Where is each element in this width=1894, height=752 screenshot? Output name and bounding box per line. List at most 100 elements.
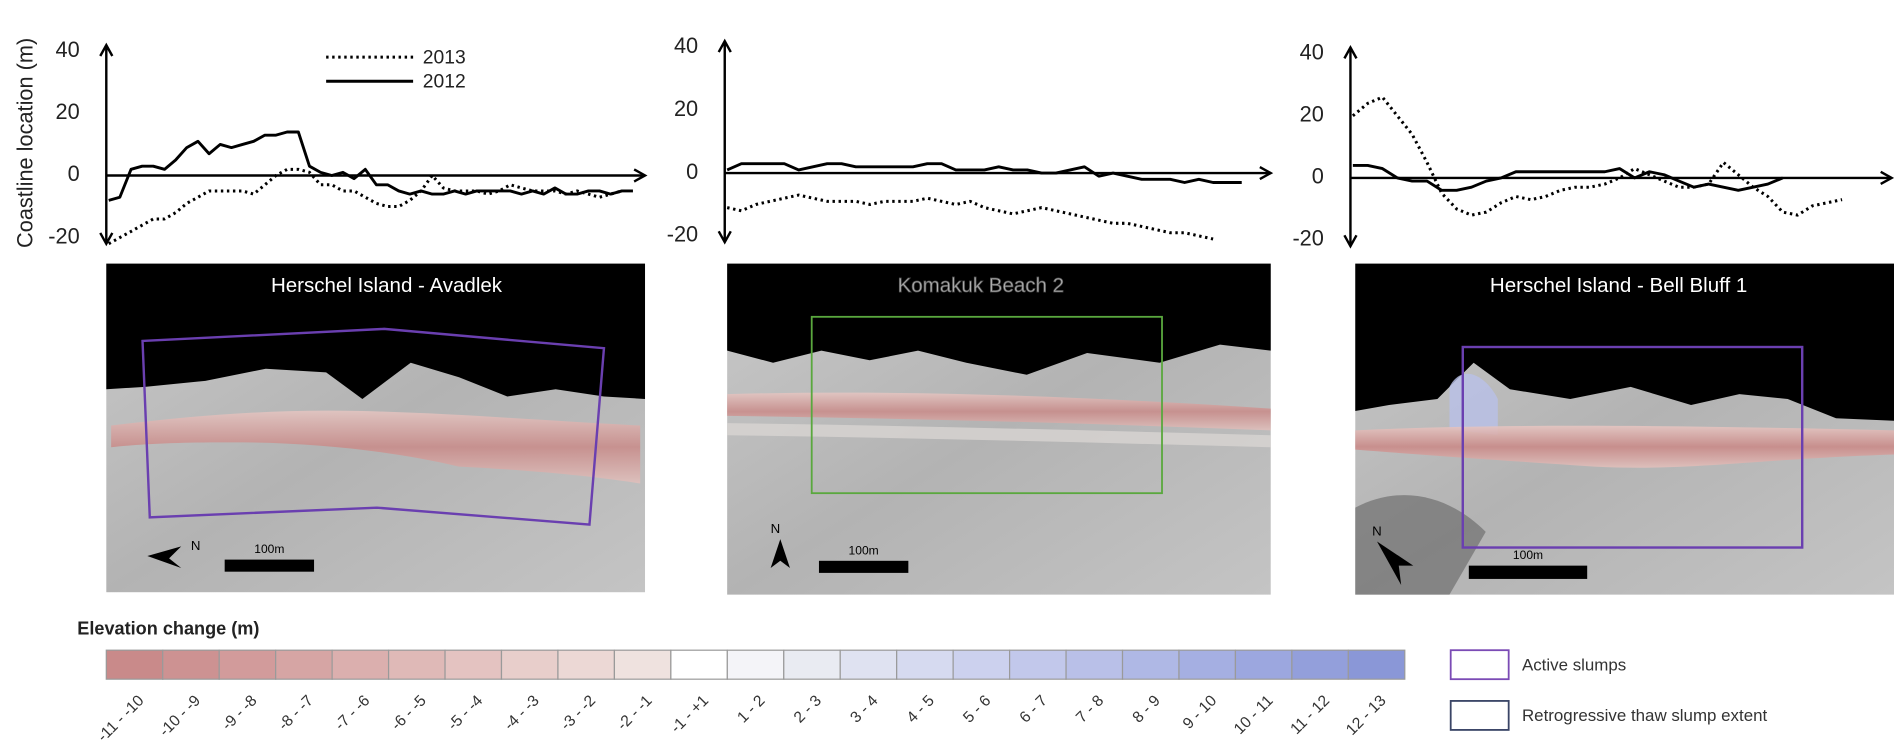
color-class (1291, 649, 1349, 680)
series-line (726, 193, 1214, 241)
color-class (387, 649, 446, 680)
color-class (1347, 649, 1406, 680)
slump-outline (810, 315, 1163, 495)
color-class (839, 649, 898, 680)
outline-swatch (1449, 649, 1510, 681)
y-tick-label: 20 (674, 96, 698, 121)
axis-arrow (1880, 170, 1894, 185)
y-tick-label: -20 (667, 222, 698, 247)
color-class-label: 6 - 7 (1017, 692, 1051, 726)
legend-label: 2012 (423, 72, 466, 93)
color-class (218, 649, 277, 680)
series-line (108, 130, 633, 202)
map-shadow (1355, 495, 1486, 595)
axis-arrow (717, 38, 732, 53)
north-arrow (1377, 541, 1414, 585)
color-class-label: -3 - -2 (558, 692, 600, 734)
series-line (1351, 95, 1843, 217)
y-tick-label: -20 (48, 223, 79, 248)
color-class-label: 2 - 3 (791, 692, 825, 726)
color-class (331, 649, 390, 680)
color-class (670, 649, 728, 680)
color-class (896, 649, 954, 680)
map-change-strip (111, 410, 641, 484)
color-class-label: 10 - 11 (1231, 692, 1277, 738)
outline-swatch (1449, 700, 1510, 731)
color-class (444, 649, 503, 680)
scale-bar (1468, 565, 1588, 579)
color-class (613, 649, 672, 680)
map-title: Komakuk Beach 2 (898, 274, 1064, 297)
slump-outline (141, 327, 606, 526)
color-class (726, 649, 785, 680)
color-class-label: -7 - -6 (332, 692, 374, 734)
axis-arrow (1259, 165, 1274, 181)
y-tick-label: 40 (56, 37, 80, 62)
color-class-label: -10 - -9 (156, 692, 204, 740)
scale-bar (818, 560, 909, 573)
y-axis-label: Coastline location (m) (12, 38, 37, 248)
color-class-label: -8 - -7 (275, 692, 317, 734)
north-label: N (1372, 523, 1382, 538)
color-class-label: 3 - 4 (847, 692, 881, 726)
color-class (105, 649, 164, 680)
y-tick-label: 40 (674, 33, 698, 58)
axis-arrow (717, 230, 732, 245)
color-class (500, 649, 559, 680)
color-class-label: -6 - -5 (388, 692, 430, 734)
series-line (726, 162, 1242, 184)
color-class-label: -2 - -1 (614, 692, 656, 734)
color-class-label: -11 - -10 (94, 692, 147, 745)
map-sea (727, 263, 1271, 375)
y-tick-label: -20 (1292, 226, 1323, 251)
color-class (1121, 649, 1180, 680)
color-class-label: 1 - 2 (734, 692, 768, 726)
axis-arrow (99, 232, 114, 247)
map-panel: Herschel Island - Bell Bluff 1 100m N (1355, 263, 1894, 595)
color-class (162, 649, 220, 680)
outline-label: Retrogressive thaw slump extent (1522, 706, 1768, 725)
y-tick-label: 0 (1312, 164, 1324, 189)
axis-arrow (1343, 234, 1358, 249)
scale-bar (224, 559, 315, 572)
legend-title: Elevation change (m) (77, 618, 259, 638)
slump-outline (1461, 345, 1804, 549)
north-arrow (147, 546, 182, 569)
map-sea (1355, 263, 1894, 421)
color-class-label: 9 - 10 (1180, 692, 1221, 733)
north-label: N (191, 538, 201, 553)
map-title: Herschel Island - Avadlek (271, 274, 503, 297)
map-title: Herschel Island - Bell Bluff 1 (1490, 274, 1747, 297)
map-sea (106, 263, 646, 399)
color-class-label: 8 - 9 (1130, 692, 1164, 726)
color-class-label: 7 - 8 (1073, 692, 1107, 726)
y-tick-label: 20 (1300, 102, 1324, 127)
color-class (1008, 649, 1067, 680)
axis-arrow (99, 42, 114, 57)
color-class-label: 11 - 12 (1287, 692, 1333, 738)
color-class (557, 649, 616, 680)
color-class-label: 4 - 5 (904, 692, 938, 726)
y-tick-label: 20 (56, 99, 80, 124)
legend-label: 2013 (423, 47, 466, 68)
map-beach (727, 423, 1271, 448)
color-class-label: -1 - +1 (668, 692, 712, 736)
axis-arrow (633, 168, 648, 183)
color-class (952, 649, 1011, 680)
map-change-strip (1355, 425, 1894, 468)
scale-label: 100m (1513, 548, 1543, 562)
scale-label: 100m (849, 543, 879, 557)
color-class-label: -5 - -4 (445, 692, 487, 734)
series-line (1352, 164, 1784, 192)
scale-label: 100m (254, 542, 284, 556)
axis-arrow (1343, 45, 1358, 59)
color-class (275, 649, 333, 680)
y-tick-label: 0 (686, 159, 698, 184)
map-panel: Komakuk Beach 2 100m N (727, 263, 1271, 595)
color-class (1234, 649, 1293, 680)
y-tick-label: 0 (68, 161, 80, 186)
series-line (107, 167, 623, 246)
map-change-strip (727, 392, 1271, 431)
map-panel: Herschel Island - Avadlek 100m N (106, 263, 646, 593)
north-label: N (771, 521, 781, 536)
